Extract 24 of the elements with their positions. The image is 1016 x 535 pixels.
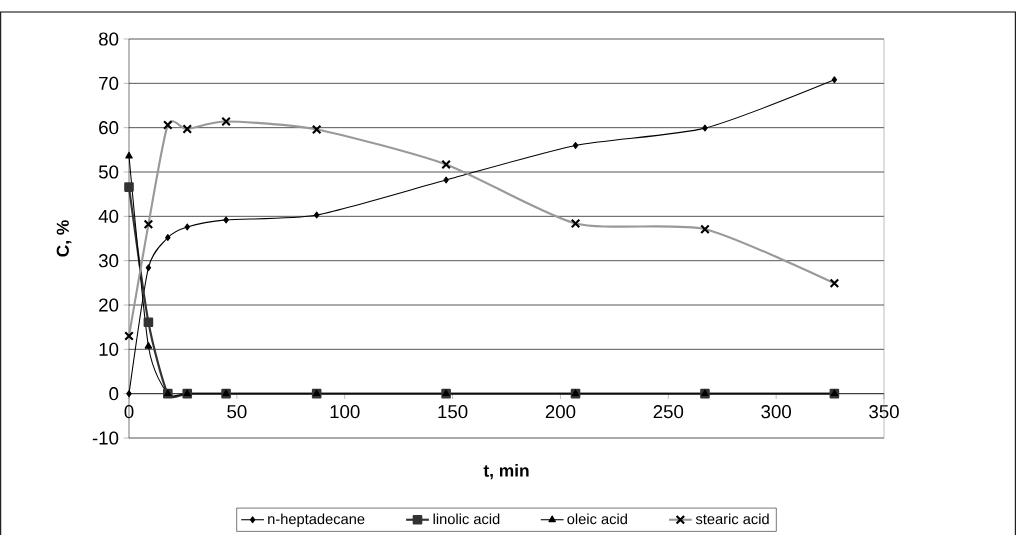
legend-label: linolic acid <box>433 513 500 525</box>
y-tick-label: 80 <box>99 32 119 46</box>
y-tick-label: 70 <box>99 76 119 90</box>
y-tick-label: -10 <box>92 431 119 445</box>
x-tick-label: 350 <box>869 405 899 419</box>
y-tick-label: 50 <box>98 165 119 179</box>
legend-label: oleic acid <box>567 513 627 525</box>
y-tick-label: 10 <box>99 342 119 356</box>
x-tick-label: 250 <box>653 405 684 419</box>
y-tick-label: 40 <box>98 209 119 223</box>
x-tick-label: 50 <box>227 405 247 419</box>
y-tick-label: 60 <box>99 121 119 135</box>
y-axis-title: C, % <box>56 220 72 257</box>
y-tick-label: 20 <box>99 298 119 312</box>
x-tick-label: 200 <box>545 405 576 419</box>
legend-label: stearic acid <box>695 513 769 525</box>
x-axis-title: t, min <box>483 464 529 480</box>
y-tick-label: 30 <box>98 254 119 268</box>
x-tick-label: 0 <box>124 405 134 419</box>
x-tick-label: 300 <box>761 405 791 419</box>
x-tick-label: 100 <box>330 405 360 419</box>
x-tick-label: 150 <box>438 405 468 419</box>
y-tick-label: 0 <box>109 387 119 401</box>
legend-label: n-heptadecane <box>268 513 365 528</box>
